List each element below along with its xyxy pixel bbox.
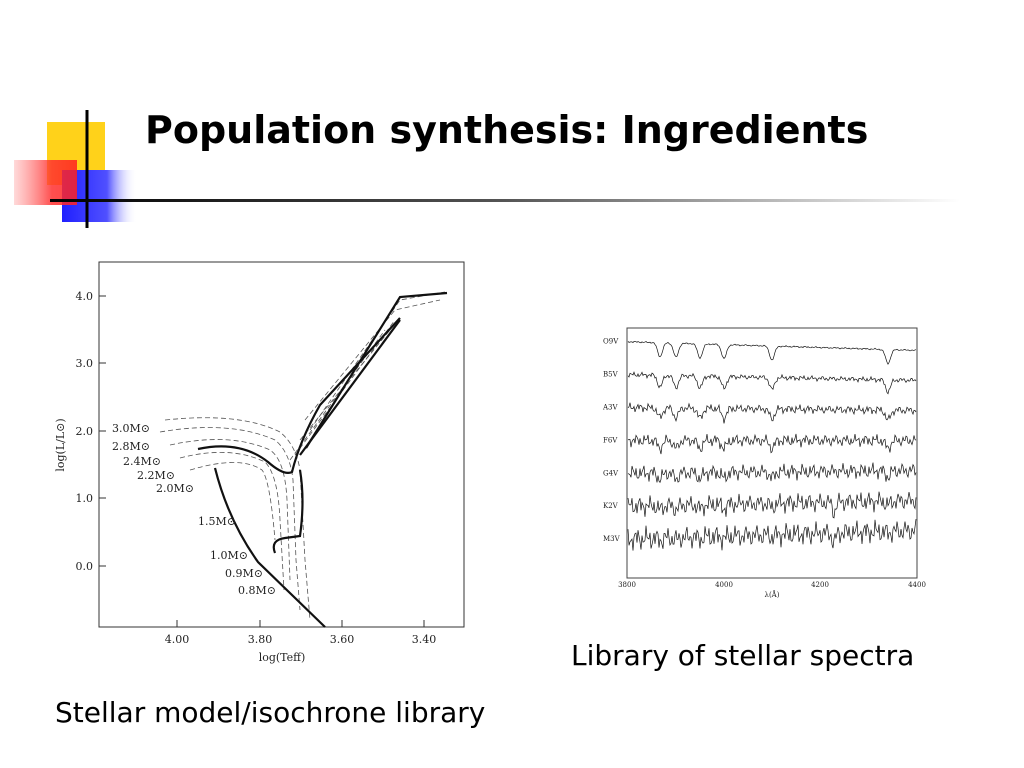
x-tick-label: 4400 — [908, 581, 926, 589]
mass-label: 2.8M⊙ — [112, 440, 150, 453]
spectra-figure: 3800 4000 4200 4400 λ(Å) O9V B5V A3V F6V G4V… — [602, 327, 926, 599]
mass-label: 1.5M⊙ — [198, 515, 236, 528]
spectrum-line — [627, 402, 917, 424]
x-tick-label: 3.40 — [412, 633, 437, 646]
spectral-type-label: F6V — [603, 436, 618, 444]
spectral-type-label: M3V — [603, 535, 621, 543]
x-tick-label: 4200 — [811, 581, 829, 589]
spectrum-line — [627, 519, 917, 551]
mass-label: 2.0M⊙ — [156, 482, 194, 495]
spectral-type-label: K2V — [603, 502, 619, 510]
slide-title: Population synthesis: Ingredients — [145, 108, 868, 152]
x-tick-label: 3.80 — [248, 633, 273, 646]
isochrone-labels: 4.0 3.0 2.0 1.0 0.0 4.00 3.80 3.60 3.40 … — [54, 290, 436, 664]
x-tick-label: 4000 — [715, 581, 733, 589]
spectral-type-label: G4V — [603, 469, 619, 477]
x-axis-label: log(Teff) — [259, 651, 306, 664]
y-axis-label: log(L/L⊙) — [54, 418, 67, 471]
logo — [14, 110, 960, 228]
mass-label: 1.0M⊙ — [210, 549, 248, 562]
spectral-type-label: B5V — [603, 371, 619, 379]
mass-label: 0.8M⊙ — [238, 584, 276, 597]
y-tick-label: 3.0 — [76, 357, 94, 370]
x-tick-label: 3800 — [618, 581, 636, 589]
spectrum-line — [627, 491, 917, 519]
caption: Library of stellar spectra — [571, 639, 914, 672]
mass-label: 2.2M⊙ — [137, 469, 175, 482]
x-tick-label: 4.00 — [165, 633, 190, 646]
mass-label: 0.9M⊙ — [225, 567, 263, 580]
mass-label: 3.0M⊙ — [112, 422, 150, 435]
y-tick-label: 1.0 — [76, 492, 94, 505]
x-axis-label: λ(Å) — [765, 590, 780, 599]
spectrum-line — [627, 462, 917, 484]
x-tick-label: 3.60 — [330, 633, 355, 646]
y-tick-label: 2.0 — [76, 425, 94, 438]
y-tick-label: 4.0 — [76, 290, 94, 303]
y-tick-label: 0.0 — [76, 560, 94, 573]
spectral-type-label: A3V — [602, 404, 619, 412]
spectrum-line — [627, 433, 917, 455]
spectrum-line — [627, 371, 917, 395]
spectral-type-label: O9V — [603, 338, 619, 346]
isochrone-figure — [98, 261, 465, 628]
mass-label: 2.4M⊙ — [123, 455, 161, 468]
caption: Stellar model/isochrone library — [55, 696, 485, 729]
spectrum-line — [627, 340, 917, 365]
